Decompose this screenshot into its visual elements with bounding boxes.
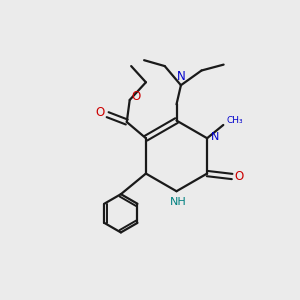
Text: O: O — [132, 91, 141, 103]
Text: NH: NH — [169, 197, 186, 207]
Text: CH₃: CH₃ — [226, 116, 243, 125]
Text: O: O — [96, 106, 105, 119]
Text: N: N — [177, 70, 186, 83]
Text: N: N — [211, 132, 220, 142]
Text: O: O — [234, 170, 243, 183]
